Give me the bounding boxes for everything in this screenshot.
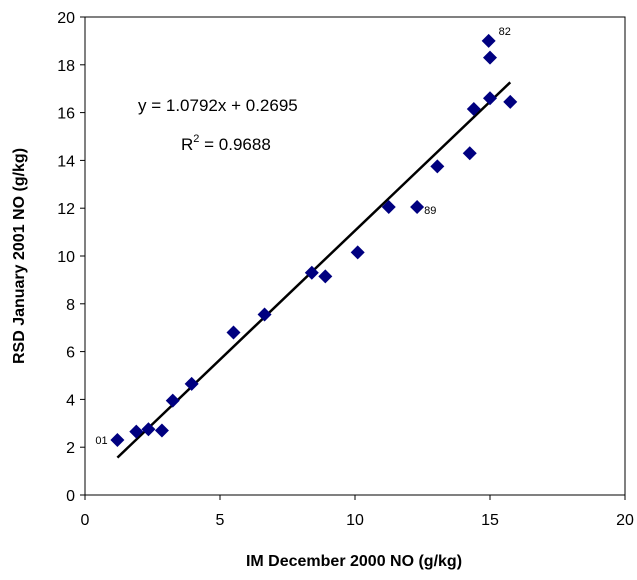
x-axis-ticks: 0 5 10 15 20 bbox=[81, 495, 634, 529]
y-tick-label: 4 bbox=[66, 392, 75, 409]
point-annotation: 82 bbox=[499, 26, 511, 38]
y-axis-title: RSD January 2001 NO (g/kg) bbox=[11, 148, 28, 364]
x-axis-title: IM December 2000 NO (g/kg) bbox=[246, 553, 462, 570]
data-point bbox=[381, 200, 396, 215]
data-point bbox=[141, 422, 156, 437]
data-point bbox=[129, 424, 144, 439]
y-tick-label: 8 bbox=[66, 297, 75, 314]
y-tick-label: 16 bbox=[57, 106, 75, 123]
y-tick-label: 18 bbox=[57, 58, 75, 75]
y-tick-label: 2 bbox=[66, 440, 75, 457]
data-point bbox=[226, 325, 241, 340]
point-annotation: 01 bbox=[95, 435, 107, 447]
data-point bbox=[466, 102, 481, 117]
data-point bbox=[481, 33, 496, 48]
y-tick-label: 0 bbox=[66, 488, 75, 505]
x-tick-label: 5 bbox=[216, 512, 225, 529]
data-point bbox=[184, 376, 199, 391]
data-point bbox=[165, 393, 180, 408]
r-squared-label: R2 = 0.9688 bbox=[181, 133, 271, 154]
y-tick-label: 14 bbox=[57, 153, 75, 170]
data-point bbox=[430, 159, 445, 174]
data-point bbox=[483, 91, 497, 106]
y-tick-label: 20 bbox=[57, 10, 75, 27]
data-point bbox=[154, 423, 169, 438]
data-point bbox=[483, 50, 497, 65]
data-points bbox=[110, 33, 518, 448]
y-axis-ticks: 0 2 4 6 8 10 12 14 16 18 20 bbox=[57, 10, 85, 505]
data-point bbox=[318, 269, 333, 284]
data-point bbox=[410, 200, 425, 215]
data-point bbox=[503, 94, 518, 109]
x-tick-label: 10 bbox=[346, 512, 364, 529]
y-tick-label: 10 bbox=[57, 249, 75, 266]
x-tick-label: 0 bbox=[81, 512, 90, 529]
data-point bbox=[110, 433, 125, 448]
y-tick-label: 12 bbox=[57, 201, 75, 218]
y-tick-label: 6 bbox=[66, 345, 75, 362]
x-tick-label: 20 bbox=[616, 512, 634, 529]
point-annotations: 01 82 89 bbox=[95, 26, 511, 447]
data-point bbox=[257, 307, 272, 322]
trendline-equation: y = 1.0792x + 0.2695 bbox=[138, 96, 298, 115]
x-tick-label: 15 bbox=[481, 512, 499, 529]
data-point bbox=[350, 245, 365, 260]
point-annotation: 89 bbox=[424, 205, 436, 217]
data-point bbox=[462, 146, 477, 161]
data-point bbox=[304, 265, 319, 280]
